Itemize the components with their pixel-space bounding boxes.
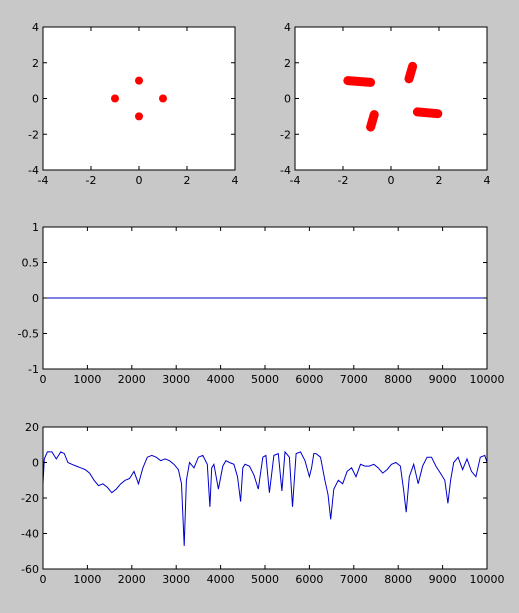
x-tick-label: 9000	[429, 373, 457, 386]
x-tick-label: 2000	[118, 573, 146, 586]
x-tick-label: -4	[38, 174, 49, 187]
y-tick-label: 4	[284, 21, 291, 34]
plot-area	[43, 27, 235, 170]
y-tick-label: -40	[21, 528, 39, 541]
y-tick-label: -0.5	[18, 328, 39, 341]
x-tick-label: 3000	[162, 373, 190, 386]
x-tick-label: 1000	[73, 373, 101, 386]
y-tick-label: -1	[28, 363, 39, 376]
scatter-point-cluster	[404, 61, 418, 84]
x-tick-label: 4	[232, 174, 239, 187]
x-tick-label: 10000	[470, 573, 505, 586]
y-tick-label: -4	[28, 164, 39, 177]
scatter-point	[159, 94, 167, 103]
subplot-middle: 0 1000 2000 3000 4000 5000 6000 7000 8000 9000 100…	[18, 221, 505, 386]
x-tick-label: 8000	[384, 573, 412, 586]
plot-area	[43, 427, 487, 569]
x-tick-label: -4	[290, 174, 301, 187]
x-tick-label: 4000	[207, 373, 235, 386]
data-layer	[343, 61, 443, 132]
y-tick-label: 0	[284, 93, 291, 106]
x-tick-label: 0	[40, 573, 47, 586]
scatter-point-cluster	[343, 76, 376, 87]
series-line	[43, 450, 487, 546]
x-tick-label: 6000	[295, 573, 323, 586]
x-tick-label: 1000	[73, 573, 101, 586]
scatter-point-cluster	[366, 110, 379, 132]
plot-area	[295, 27, 487, 170]
y-tick-label: -20	[21, 492, 39, 505]
x-tick-label: 9000	[429, 573, 457, 586]
data-layer	[111, 76, 167, 121]
scatter-point-cluster	[412, 107, 443, 119]
scatter-point	[111, 94, 119, 103]
y-tick-label: 0	[32, 93, 39, 106]
x-tick-label: 2	[436, 174, 443, 187]
y-tick-label: 0.5	[22, 257, 40, 270]
y-tick-label: -60	[21, 563, 39, 576]
x-tick-label: 7000	[340, 573, 368, 586]
subplot-top-left: -4 -2 0 2 4 -4 -2 0 2 4	[28, 21, 238, 187]
x-tick-label: 6000	[295, 373, 323, 386]
y-tick-label: 2	[32, 57, 39, 70]
subplot-bottom: 0 1000 2000 3000 4000 5000 6000 7000 8000 9000 100…	[21, 421, 504, 586]
scatter-point	[135, 112, 143, 121]
x-tick-label: 5000	[251, 573, 279, 586]
x-tick-label: -2	[338, 174, 349, 187]
y-tick-label: 4	[32, 21, 39, 34]
x-tick-label: 5000	[251, 373, 279, 386]
y-tick-label: -2	[280, 128, 291, 141]
y-tick-label: 0	[32, 292, 39, 305]
y-tick-label: 1	[32, 221, 39, 234]
y-tick-label: 0	[32, 457, 39, 470]
subplot-top-right: -4 -2 0 2 4 -4 -2 0 2 4	[280, 21, 490, 187]
x-tick-label: 0	[388, 174, 395, 187]
x-tick-label: 4000	[207, 573, 235, 586]
x-tick-label: 2	[184, 174, 191, 187]
x-tick-label: 0	[40, 373, 47, 386]
x-tick-label: 10000	[470, 373, 505, 386]
scatter-point	[135, 76, 143, 85]
x-tick-label: 2000	[118, 373, 146, 386]
x-tick-label: -2	[86, 174, 97, 187]
y-tick-label: 20	[25, 421, 39, 434]
x-tick-label: 4	[484, 174, 491, 187]
y-tick-label: 2	[284, 57, 291, 70]
x-tick-label: 0	[136, 174, 143, 187]
data-layer	[43, 450, 487, 546]
y-tick-label: -4	[280, 164, 291, 177]
x-tick-label: 8000	[384, 373, 412, 386]
y-tick-label: -2	[28, 128, 39, 141]
x-tick-label: 3000	[162, 573, 190, 586]
x-tick-label: 7000	[340, 373, 368, 386]
